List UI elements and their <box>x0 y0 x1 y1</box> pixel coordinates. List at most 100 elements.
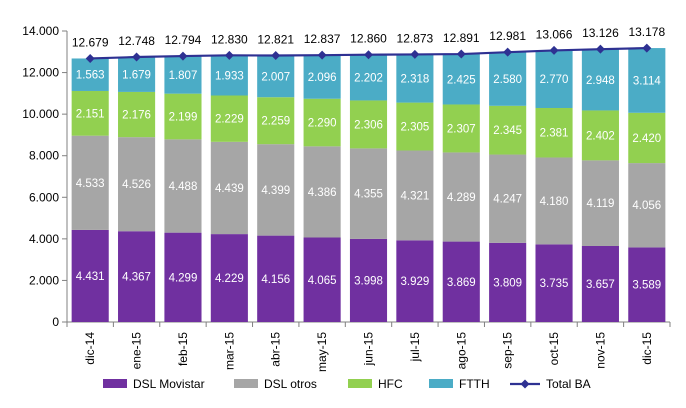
total-marker <box>549 45 559 55</box>
data-label: 2.151 <box>76 108 105 120</box>
bar-segment <box>581 49 619 111</box>
total-label: 12.794 <box>165 33 202 47</box>
bar-segment <box>71 90 109 136</box>
y-tick-label: 10.000 <box>22 107 59 121</box>
bar-segment <box>628 48 666 113</box>
total-marker <box>178 51 188 61</box>
data-label: 2.425 <box>447 74 476 86</box>
total-marker <box>410 49 420 59</box>
data-label: 2.305 <box>400 122 429 134</box>
data-label: 1.563 <box>76 70 105 82</box>
total-label: 12.860 <box>350 32 387 46</box>
bar-segment <box>118 231 156 322</box>
y-tick-label: 2.000 <box>29 273 59 287</box>
bar-segment <box>489 105 527 155</box>
bar-segment <box>303 237 341 322</box>
legend-swatch <box>234 379 258 388</box>
legend: DSL Movistar DSL otros HFC FTTH Total BA <box>103 377 591 391</box>
bar-segment <box>396 240 434 322</box>
bar-segment <box>396 54 434 103</box>
data-label: 4.180 <box>540 196 569 208</box>
bar-segment <box>349 100 388 149</box>
legend-label: DSL Movistar <box>133 377 205 391</box>
legend-marker <box>520 379 530 389</box>
bar-segment <box>164 93 202 140</box>
data-label: 2.345 <box>493 125 522 137</box>
total-marker <box>364 50 373 60</box>
total-label: 12.679 <box>72 35 109 49</box>
bar-segment <box>489 242 527 322</box>
data-label: 2.290 <box>308 118 337 130</box>
data-label: 4.367 <box>122 272 151 284</box>
bar-segment <box>257 144 295 236</box>
y-tick-label: 12.000 <box>22 66 59 80</box>
bar-segment <box>489 52 527 106</box>
data-label: 1.807 <box>169 70 198 82</box>
data-label: 4.431 <box>76 271 105 283</box>
bar-segment <box>210 95 248 142</box>
bar-segment <box>71 58 109 91</box>
bar-segment <box>396 102 434 151</box>
data-label: 1.933 <box>215 70 244 82</box>
data-label: 3.809 <box>493 277 522 289</box>
bar-segment <box>349 54 388 101</box>
data-label: 4.289 <box>447 192 476 204</box>
x-tick-label: mar-15 <box>222 332 236 370</box>
data-label: 3.869 <box>447 277 476 289</box>
bar-segment <box>581 160 619 246</box>
data-label: 4.229 <box>215 273 244 285</box>
data-label: 3.657 <box>586 279 615 291</box>
bar-segment <box>442 104 480 153</box>
data-label: 4.526 <box>122 179 151 191</box>
data-label: 2.199 <box>169 112 198 124</box>
bar-segment <box>257 235 295 322</box>
total-label: 12.873 <box>397 31 434 45</box>
total-label: 13.066 <box>536 27 573 41</box>
data-label: 4.399 <box>261 185 290 197</box>
total-label: 12.821 <box>257 33 294 47</box>
total-marker <box>642 43 652 53</box>
y-tick-label: 4.000 <box>29 232 59 246</box>
bar-segment <box>628 163 666 248</box>
total-label: 12.891 <box>443 31 480 45</box>
bar-segment <box>118 137 156 232</box>
bar-segment <box>303 146 341 238</box>
total-marker <box>224 50 234 60</box>
total-marker <box>132 52 142 62</box>
data-label: 4.355 <box>354 189 383 201</box>
bar-segment <box>118 57 156 92</box>
data-label: 2.306 <box>354 119 383 131</box>
y-tick-label: 8.000 <box>29 149 59 163</box>
bar-segment <box>535 157 573 245</box>
x-tick-label: dic-15 <box>640 332 654 365</box>
bar-segment <box>71 135 109 230</box>
total-marker <box>595 44 605 54</box>
x-tick-label: may-15 <box>315 332 329 372</box>
legend-label: Total BA <box>546 377 591 391</box>
plot-area: 0 2.000 4.000 6.000 8.000 10.000 12.000 14.000 d… <box>22 24 671 372</box>
bar-segment <box>442 54 480 105</box>
data-label: 2.307 <box>447 123 476 135</box>
data-label: 2.259 <box>261 116 290 128</box>
bar-segment <box>164 139 202 233</box>
data-label: 2.176 <box>122 110 151 122</box>
bar-segment <box>164 56 202 94</box>
bar-segment <box>164 232 202 322</box>
legend-swatch <box>103 379 127 388</box>
bar-segment <box>535 244 573 322</box>
legend-label: HFC <box>378 377 403 391</box>
data-label: 2.948 <box>586 75 615 87</box>
bar-segment <box>303 55 341 99</box>
data-label: 2.381 <box>540 128 569 140</box>
bar-segment <box>535 107 573 158</box>
x-tick-label: oct-15 <box>547 332 561 366</box>
bar-segment <box>257 97 295 145</box>
x-tick-label: jun-15 <box>362 332 376 367</box>
x-tick-label: jul-15 <box>408 332 422 363</box>
data-label: 4.156 <box>261 274 290 286</box>
data-label: 3.735 <box>540 278 569 290</box>
bar-segment <box>210 234 248 322</box>
y-tick-label: 6.000 <box>29 190 59 204</box>
